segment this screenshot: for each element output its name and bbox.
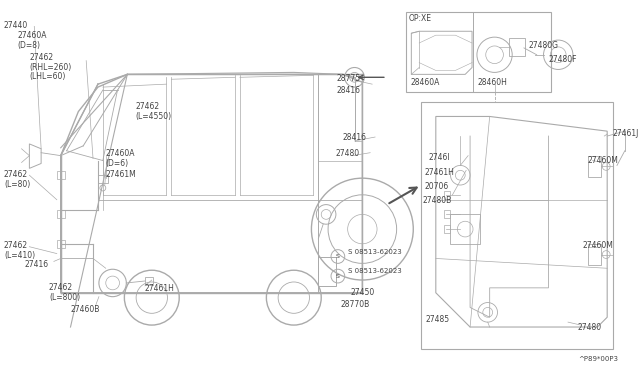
Text: S 08513-62023: S 08513-62023	[348, 248, 401, 255]
Text: S: S	[336, 273, 340, 279]
Text: 27461H: 27461H	[145, 284, 175, 293]
Bar	[421, 102, 613, 349]
Text: (L=410): (L=410)	[4, 251, 35, 260]
Text: 28416: 28416	[343, 133, 367, 142]
Text: 27480B: 27480B	[422, 196, 451, 205]
Text: 27460M: 27460M	[588, 155, 618, 165]
Text: (L=800): (L=800)	[49, 293, 80, 302]
Bar	[588, 244, 602, 265]
Text: (L=80): (L=80)	[4, 180, 30, 189]
Text: 28775: 28775	[337, 74, 361, 83]
Text: 27485: 27485	[425, 315, 449, 324]
Bar	[444, 225, 451, 233]
Text: 27460M: 27460M	[582, 241, 614, 250]
Text: 27440: 27440	[4, 22, 28, 31]
Text: 28416: 28416	[337, 86, 361, 95]
Text: 2746I: 2746I	[429, 153, 451, 162]
Bar	[444, 191, 451, 199]
Bar	[98, 175, 108, 183]
Text: (D=8): (D=8)	[18, 41, 40, 50]
Bar	[588, 155, 602, 177]
Text: 27462: 27462	[135, 102, 159, 111]
Text: 27460A: 27460A	[106, 149, 135, 158]
Text: 27462: 27462	[4, 241, 28, 250]
Text: 28770B: 28770B	[341, 299, 370, 309]
Text: S: S	[336, 254, 340, 259]
Bar	[57, 171, 65, 179]
Text: OP:XE: OP:XE	[408, 14, 431, 23]
Bar	[57, 240, 65, 248]
Text: 20706: 20706	[424, 182, 448, 191]
Text: (RHL=260): (RHL=260)	[29, 62, 72, 71]
Text: 27462: 27462	[29, 53, 54, 62]
Text: ^P89*00P3: ^P89*00P3	[578, 356, 618, 362]
Bar	[145, 277, 153, 285]
Text: 27462: 27462	[4, 170, 28, 179]
Bar	[406, 12, 552, 92]
Text: 27462: 27462	[49, 283, 73, 292]
Text: S 08513-62023: S 08513-62023	[348, 268, 401, 274]
Text: 28460A: 28460A	[410, 78, 440, 87]
Bar	[318, 257, 336, 286]
Text: 27461J: 27461J	[612, 129, 639, 138]
Text: (L=4550): (L=4550)	[135, 112, 172, 121]
Text: 27480: 27480	[578, 323, 602, 332]
Text: 27450: 27450	[351, 288, 375, 297]
Text: (D=6): (D=6)	[106, 158, 129, 167]
Bar	[57, 211, 65, 218]
Text: 27480: 27480	[336, 149, 360, 158]
Text: 27461H: 27461H	[424, 169, 454, 177]
Text: 27460A: 27460A	[18, 31, 47, 40]
Text: 27416: 27416	[24, 260, 49, 269]
Text: 27480G: 27480G	[529, 41, 559, 50]
Text: (LHL=60): (LHL=60)	[29, 73, 66, 81]
Text: 28460H: 28460H	[478, 78, 508, 87]
Text: 27480F: 27480F	[548, 55, 577, 64]
Bar	[509, 38, 525, 56]
Text: 27461M: 27461M	[106, 170, 136, 179]
Bar	[444, 211, 451, 218]
Bar	[451, 214, 480, 244]
Text: 27460B: 27460B	[70, 305, 100, 314]
